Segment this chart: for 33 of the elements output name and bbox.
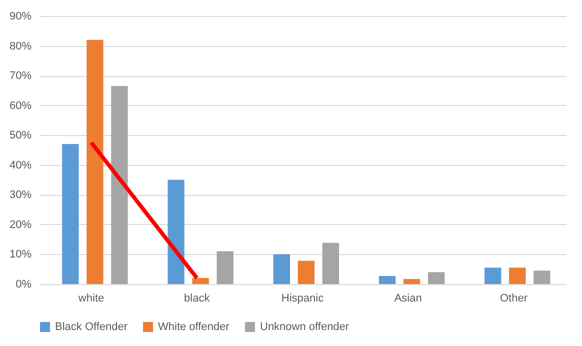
y-tick-label: 0% bbox=[16, 278, 32, 290]
bar bbox=[428, 272, 445, 284]
y-tick-label: 50% bbox=[9, 130, 32, 142]
bar bbox=[534, 270, 550, 284]
y-tick-label: 80% bbox=[9, 40, 32, 52]
y-tick-label: 10% bbox=[9, 248, 32, 261]
x-tick-label: white bbox=[77, 292, 104, 304]
bar bbox=[192, 278, 209, 284]
y-tick-label: 70% bbox=[9, 70, 32, 82]
y-tick-label: 90% bbox=[9, 10, 32, 22]
bar bbox=[484, 268, 502, 284]
x-tick-label: Other bbox=[500, 292, 528, 304]
x-tick-label: black bbox=[184, 292, 210, 304]
legend-label: Black Offender bbox=[55, 321, 128, 333]
bar bbox=[509, 268, 526, 284]
y-tick-label: 40% bbox=[9, 159, 32, 172]
x-tick-label: Asian bbox=[394, 292, 422, 304]
y-tick-label: 60% bbox=[9, 100, 32, 112]
bar bbox=[216, 251, 234, 284]
bar bbox=[378, 276, 396, 284]
legend-label: White offender bbox=[158, 321, 230, 333]
y-tick-label: 20% bbox=[9, 218, 32, 231]
bar bbox=[86, 40, 104, 284]
bar bbox=[168, 180, 184, 284]
bar bbox=[273, 254, 290, 284]
x-tick-label: Hispanic bbox=[281, 292, 324, 304]
bar bbox=[111, 86, 128, 284]
bar bbox=[403, 278, 420, 284]
bar bbox=[62, 144, 79, 284]
bar bbox=[322, 242, 340, 284]
legend-label: Unknown offender bbox=[260, 321, 350, 333]
y-tick-label: 30% bbox=[9, 189, 32, 202]
bar bbox=[298, 260, 315, 284]
